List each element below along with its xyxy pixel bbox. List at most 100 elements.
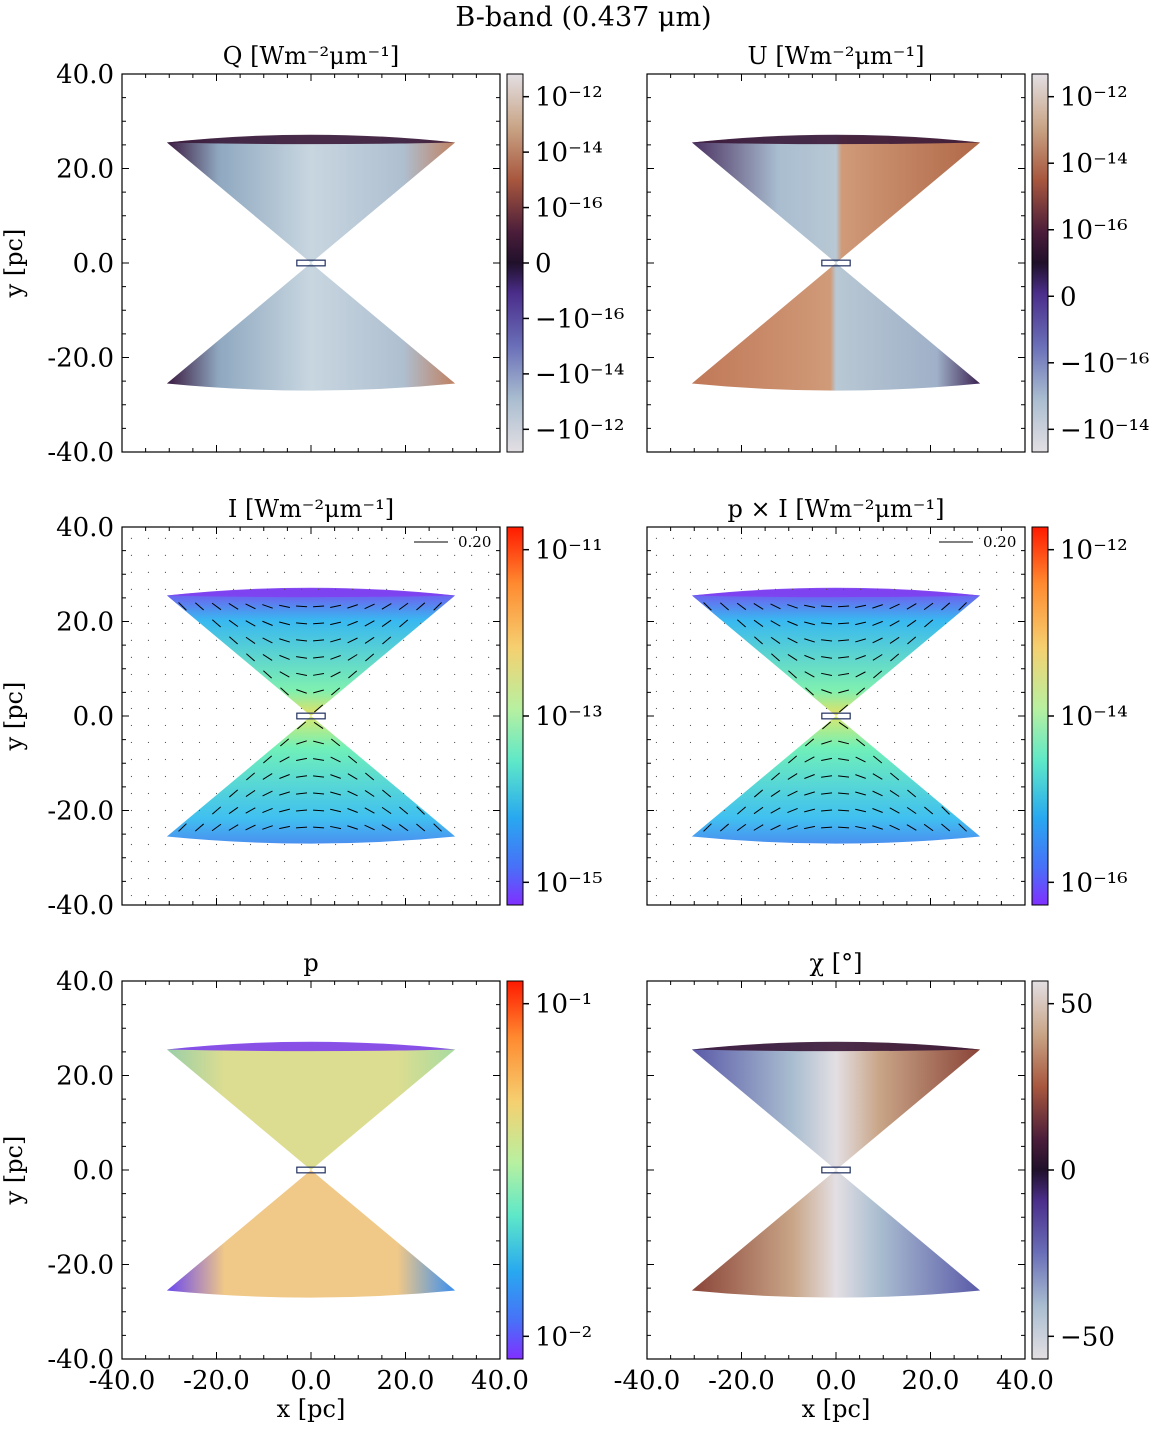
vector-dot (893, 690, 896, 693)
vector-dot (876, 877, 879, 880)
vector-dot (1013, 673, 1015, 676)
vector (382, 636, 392, 645)
vector-dot (300, 537, 303, 539)
vector (889, 790, 900, 797)
vector-dot (437, 571, 439, 573)
y-tick-label: 40.0 (56, 967, 114, 997)
vector-dot (979, 588, 981, 590)
vector-dot (825, 707, 828, 710)
vector-dot (791, 537, 794, 539)
vector-dot (774, 860, 777, 863)
vector (228, 806, 239, 815)
vector-dot (181, 894, 184, 897)
vector-dot (740, 894, 743, 897)
vector-dot (181, 554, 184, 556)
vector (855, 604, 867, 608)
vector-dot (672, 826, 675, 829)
vector (364, 807, 375, 814)
vector-dot (283, 537, 286, 539)
vector-dot (488, 622, 490, 624)
vector-dot (368, 690, 371, 693)
vector (873, 755, 883, 764)
vector-dot (723, 894, 726, 897)
vector (822, 721, 832, 730)
colorbar-tick-label: 10⁻¹⁵ (535, 868, 603, 898)
vector-dot (672, 690, 675, 693)
vector-dot (386, 775, 388, 778)
vector-dot (672, 656, 675, 659)
vector-dot (471, 639, 473, 642)
vector (228, 603, 239, 610)
vector-dot (723, 656, 726, 659)
vector-dot (689, 741, 692, 744)
vector-dot (454, 622, 456, 624)
vector-dot (471, 775, 473, 778)
vector-dot (420, 537, 422, 539)
panel-6: -40.0 -20.0 0.0 20.0 40.0 χ [°] x [pc] 50 0 −50 (614, 949, 1115, 1423)
vector (889, 807, 900, 814)
vector-dot (420, 758, 422, 761)
vector (923, 602, 934, 611)
vector-dot (198, 537, 201, 539)
vector-dot (454, 775, 456, 778)
vector (736, 806, 747, 815)
vector-dot (893, 843, 896, 846)
vector-dot (164, 758, 167, 761)
vector-dot (672, 877, 675, 880)
vector-dot (996, 860, 998, 863)
vector-dot (706, 843, 709, 846)
vector (279, 654, 290, 660)
vector-dot (757, 690, 760, 693)
vector (297, 721, 307, 730)
vector-dot (130, 656, 133, 659)
vector-dot (232, 571, 235, 573)
vector-dot (437, 724, 439, 727)
vector (889, 636, 900, 644)
vector-dot (488, 843, 490, 846)
vector-dot (757, 894, 760, 897)
vector (347, 620, 358, 626)
vector-dot (147, 741, 150, 744)
vector-dot (403, 724, 405, 727)
vector-dot (454, 758, 456, 761)
vector-dot (791, 860, 794, 863)
vector-dot (979, 809, 981, 812)
vector-dot (859, 588, 862, 590)
vector-dot (825, 894, 828, 897)
vector-dot (757, 588, 760, 590)
vector-dot (164, 571, 167, 573)
vector (805, 687, 814, 696)
vector-dot (198, 707, 201, 710)
vector-dot (181, 877, 184, 880)
colorbar-tick-label: 10⁻¹⁶ (535, 194, 603, 224)
vector-dot (420, 775, 422, 778)
vector-dot (454, 894, 456, 897)
vector-dot (996, 605, 998, 607)
vector-dot (996, 741, 998, 744)
vector-dot (723, 690, 726, 693)
colorbar (506, 980, 524, 1360)
vector-dot (876, 860, 879, 863)
vector-dot (164, 639, 167, 642)
vector-dot (471, 860, 473, 863)
vector-dot (368, 758, 371, 761)
vector (348, 670, 358, 679)
vector (771, 653, 780, 662)
vector (889, 620, 900, 627)
vector-dot (198, 622, 201, 624)
vector-dot (454, 843, 456, 846)
vector-dot (181, 707, 184, 710)
vector-dot (266, 707, 269, 710)
vector (855, 671, 866, 678)
panel-title: p (303, 949, 318, 977)
x-tick-label: -40.0 (614, 1366, 681, 1396)
vector-dot (420, 843, 422, 846)
vector-dot (164, 605, 167, 607)
vector-dot (232, 741, 235, 744)
vector-dot (757, 656, 760, 659)
vector-dot (876, 724, 879, 727)
vector (296, 639, 308, 642)
vector (838, 639, 850, 642)
vector-dot (488, 639, 490, 642)
vector-dot (454, 707, 456, 710)
